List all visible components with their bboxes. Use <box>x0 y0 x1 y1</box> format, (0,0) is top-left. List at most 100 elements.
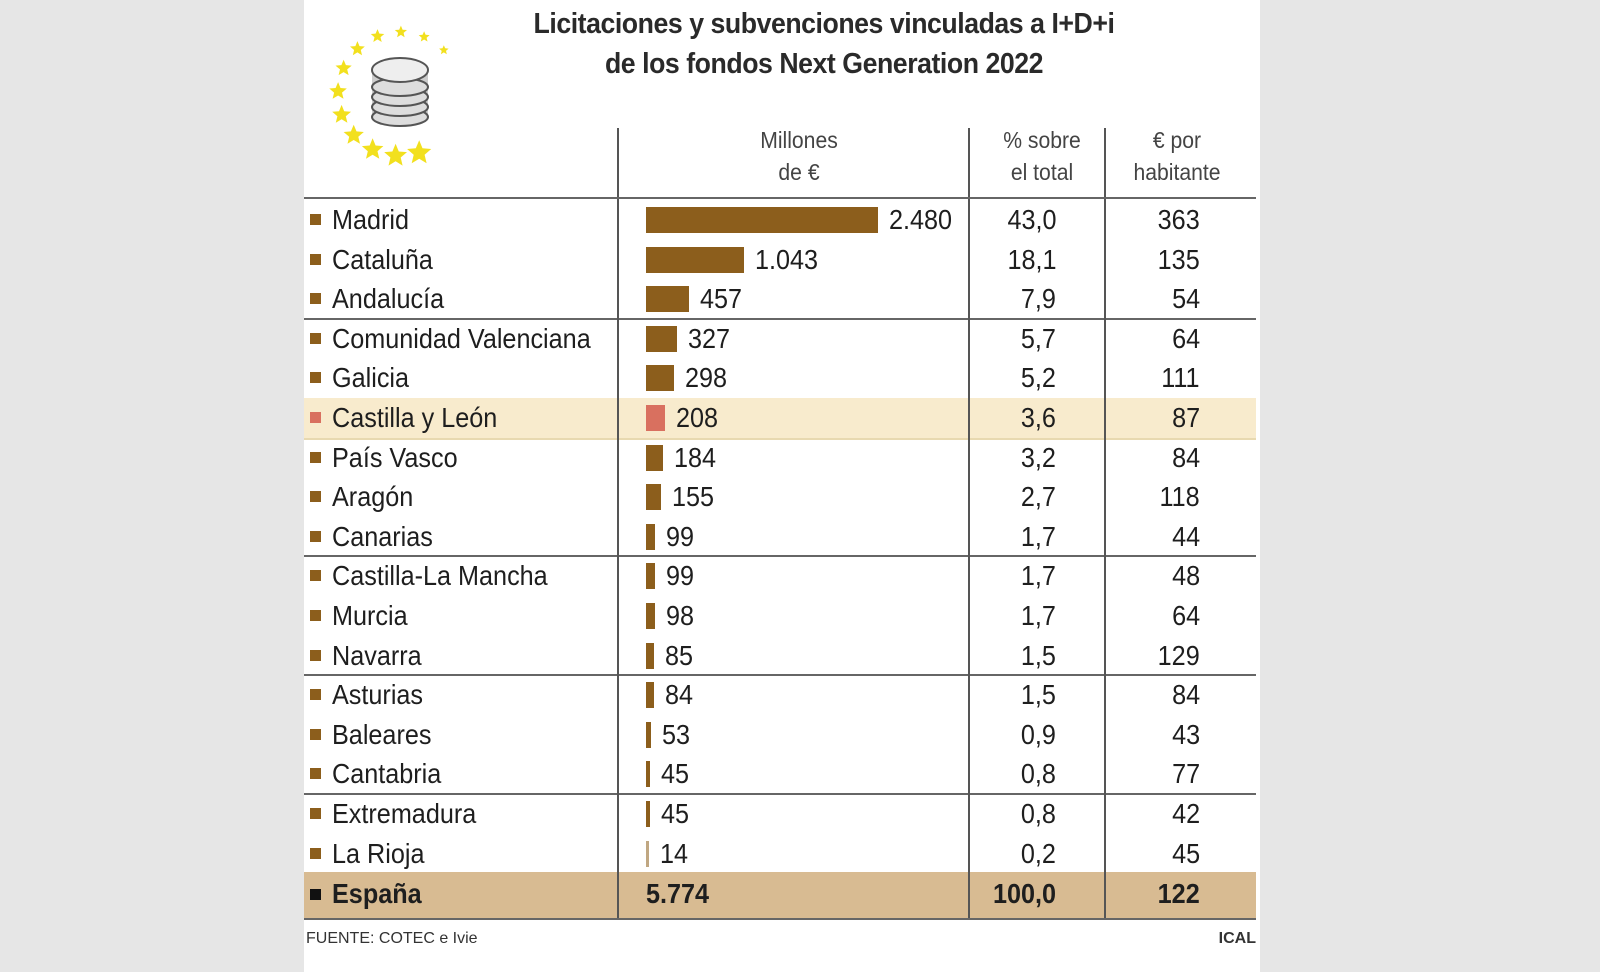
region-name: Cantabria <box>332 758 442 790</box>
column-divider <box>968 128 970 920</box>
legend-square <box>310 689 321 701</box>
title-line-1: Licitaciones y subvenciones vinculadas a… <box>533 8 1115 40</box>
value-bar <box>646 603 656 629</box>
header-line: Millones <box>760 127 838 153</box>
table-row: Castilla y León 208 3,6 87 <box>304 398 1256 440</box>
region-name: Castilla y León <box>332 402 498 433</box>
table-row: Canarias 99 1,7 44 <box>304 517 1256 557</box>
value-bar <box>646 207 878 233</box>
star-icon <box>384 143 407 166</box>
total-row: España 5.774 100,0 122 <box>304 872 1256 918</box>
per-hab-value: 135 <box>1157 243 1200 275</box>
legend-square <box>310 412 321 423</box>
star-icon <box>418 31 430 42</box>
star-icon <box>370 29 385 42</box>
region-name: Comunidad Valenciana <box>332 322 591 354</box>
per-hab-value: 84 <box>1171 441 1200 473</box>
pct-value: 1,5 <box>1020 679 1056 711</box>
legend-square <box>310 649 321 661</box>
chart-title: Licitaciones y subvenciones vinculadas a… <box>474 4 1173 84</box>
table-row: Cantabria 45 0,8 77 <box>304 754 1256 794</box>
value-bar <box>646 761 651 788</box>
per-hab-value: 84 <box>1171 679 1200 711</box>
star-icon <box>361 138 384 159</box>
pct-value: 43,0 <box>1006 204 1056 235</box>
value-bar <box>646 246 744 273</box>
per-hab-value: 118 <box>1159 481 1200 513</box>
column-divider <box>1104 128 1106 920</box>
total-pct: 100,0 <box>992 878 1056 909</box>
table-row: Comunidad Valenciana 327 5,7 64 <box>304 319 1256 359</box>
header-line: de € <box>778 159 820 185</box>
region-name: Navarra <box>332 639 422 671</box>
table-row: Baleares 53 0,9 43 <box>304 715 1256 755</box>
pct-value: 5,7 <box>1020 322 1056 354</box>
table-row: Galicia 298 5,2 111 <box>304 358 1256 398</box>
region-name: La Rioja <box>332 837 425 869</box>
value-label: 98 <box>666 600 695 631</box>
per-hab-value: 111 <box>1161 362 1200 394</box>
header-pct: % sobre el total <box>979 124 1104 188</box>
region-name: Castilla-La Mancha <box>332 560 548 592</box>
value-bar <box>646 325 677 352</box>
table-row: Andalucía 457 7,9 54 <box>304 279 1256 319</box>
table-row: Aragón 155 2,7 118 <box>304 477 1256 517</box>
region-name: Andalucía <box>332 283 445 315</box>
legend-square <box>310 372 321 384</box>
star-icon <box>332 104 351 123</box>
value-label: 14 <box>659 837 688 869</box>
group-divider <box>304 674 1256 677</box>
table-row: Murcia 98 1,7 64 <box>304 596 1256 636</box>
value-label: 1.043 <box>754 243 818 275</box>
legend-square <box>310 253 321 265</box>
legend-square <box>310 728 321 740</box>
table-row: Madrid 2.480 43,0 363 <box>304 200 1256 240</box>
region-name: Extremadura <box>332 798 477 829</box>
pct-value: 0,8 <box>1020 758 1056 790</box>
legend-square <box>310 768 321 780</box>
region-name: Canarias <box>332 520 433 552</box>
table-row: País Vasco 184 3,2 84 <box>304 438 1256 478</box>
legend-square <box>310 847 321 859</box>
eu-stars-coins-icon <box>329 25 449 166</box>
value-bar <box>646 801 651 827</box>
value-label: 208 <box>676 402 719 433</box>
value-bar <box>646 484 661 511</box>
value-label: 85 <box>664 639 693 671</box>
legend-square <box>310 808 321 819</box>
total-region: España <box>332 878 422 909</box>
value-label: 184 <box>674 441 717 473</box>
pct-value: 3,6 <box>1020 402 1056 433</box>
pct-value: 18,1 <box>1006 243 1056 275</box>
value-label: 53 <box>661 718 690 750</box>
per-hab-value: 64 <box>1171 600 1200 631</box>
pct-value: 5,2 <box>1020 362 1056 394</box>
legend-square <box>310 293 321 305</box>
title-line-2: de los fondos Next Generation 2022 <box>604 48 1044 80</box>
table-row: Asturias 84 1,5 84 <box>304 675 1256 715</box>
source-note: FUENTE: COTEC e Ivie <box>306 930 478 947</box>
value-label: 327 <box>687 322 730 354</box>
star-icon <box>439 45 449 55</box>
value-label: 298 <box>684 362 727 394</box>
star-icon <box>335 59 352 76</box>
table-row: Extremadura 45 0,8 42 <box>304 794 1256 834</box>
value-bar <box>646 286 689 313</box>
pct-value: 0,8 <box>1020 798 1056 829</box>
region-name: País Vasco <box>332 441 458 473</box>
legend-square <box>310 332 321 344</box>
header-millones: Millones de € <box>730 124 868 188</box>
value-label: 99 <box>666 520 695 552</box>
per-hab-value: 45 <box>1171 837 1200 869</box>
star-icon <box>329 82 347 99</box>
pct-value: 1,7 <box>1020 520 1056 552</box>
group-divider <box>304 555 1256 558</box>
region-name: Murcia <box>332 600 408 631</box>
legend-square <box>310 570 321 582</box>
per-hab-value: 129 <box>1157 639 1200 671</box>
value-label: 84 <box>664 679 693 711</box>
legend-square <box>310 530 321 542</box>
value-label: 99 <box>666 560 695 592</box>
per-hab-value: 54 <box>1171 283 1200 315</box>
value-bar <box>646 682 654 709</box>
